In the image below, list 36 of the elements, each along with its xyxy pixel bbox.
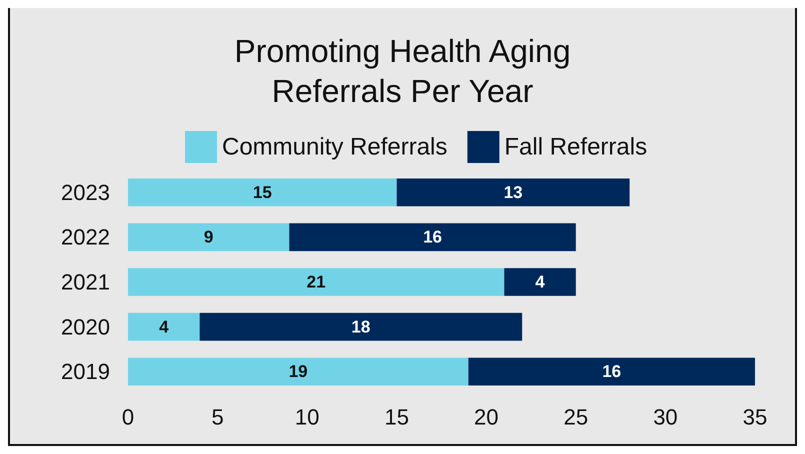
data-label: 19 bbox=[288, 362, 308, 382]
data-label: 9 bbox=[204, 228, 214, 247]
bar bbox=[504, 268, 576, 296]
bar bbox=[128, 268, 504, 296]
bar bbox=[128, 358, 468, 386]
data-label: 13 bbox=[504, 182, 523, 202]
bar bbox=[468, 358, 755, 386]
data-label: 4 bbox=[159, 317, 170, 336]
data-label: 21 bbox=[306, 272, 326, 292]
data-label: 15 bbox=[252, 182, 272, 202]
x-tick-label: 20 bbox=[474, 404, 499, 430]
y-tick-label: 2023 bbox=[61, 180, 110, 205]
x-tick-label: 5 bbox=[211, 404, 224, 430]
y-tick-label: 2020 bbox=[61, 314, 110, 340]
bar bbox=[396, 178, 630, 206]
bar bbox=[128, 312, 200, 341]
x-tick-label: 35 bbox=[742, 404, 768, 430]
x-tick-label: 30 bbox=[653, 404, 678, 430]
legend-label: Fall Referrals bbox=[504, 134, 648, 160]
x-tick-label: 0 bbox=[122, 404, 134, 430]
bar bbox=[200, 312, 522, 341]
y-tick-label: 2021 bbox=[61, 270, 110, 294]
chart-title: Promoting Health Aging Referrals Per Year bbox=[234, 33, 571, 109]
y-tick-label: 2022 bbox=[61, 224, 110, 250]
x-tick-label: 25 bbox=[564, 404, 588, 430]
data-label: 4 bbox=[535, 272, 546, 292]
data-label: 18 bbox=[351, 317, 370, 336]
y-tick-label: 2019 bbox=[61, 359, 110, 384]
data-label: 16 bbox=[423, 228, 442, 247]
bar bbox=[289, 223, 576, 252]
x-tick-label: 10 bbox=[294, 404, 320, 430]
bar bbox=[128, 178, 397, 206]
bar bbox=[128, 223, 290, 252]
data-label: 16 bbox=[602, 362, 622, 382]
legend-label: Community Referrals bbox=[222, 134, 448, 160]
x-tick-label: 15 bbox=[384, 404, 409, 430]
